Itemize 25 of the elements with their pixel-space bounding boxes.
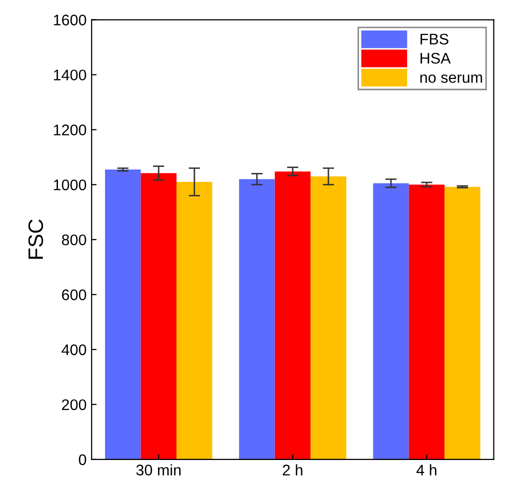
bar [408, 184, 445, 460]
y-tick-label: 800 [62, 234, 86, 246]
legend-label: HSA [420, 52, 451, 64]
bar [140, 173, 177, 460]
bar [274, 171, 311, 460]
y-tick-label: 1400 [54, 70, 86, 80]
y-tick-label: 200 [62, 399, 86, 410]
x-tick-label: 4 h [416, 464, 436, 476]
y-tick-label: 1600 [54, 14, 86, 26]
y-tick-label: 1200 [54, 124, 86, 136]
y-tick-label: 0 [78, 454, 86, 466]
bar [373, 183, 409, 460]
x-tick-label: 30 min [136, 464, 181, 476]
legend-label: no serum [420, 74, 482, 83]
y-tick-label: 600 [62, 289, 86, 300]
y-tick-label: 1000 [54, 180, 86, 190]
x-tick-label: 2 h [282, 464, 302, 476]
y-axis-title: FSC [28, 220, 44, 259]
y-tick-label: 400 [62, 344, 86, 356]
bar [105, 170, 141, 460]
bar [310, 176, 346, 460]
bar [444, 186, 480, 460]
bar [176, 182, 212, 460]
legend-label: FBS [420, 34, 448, 45]
bar [239, 179, 275, 460]
